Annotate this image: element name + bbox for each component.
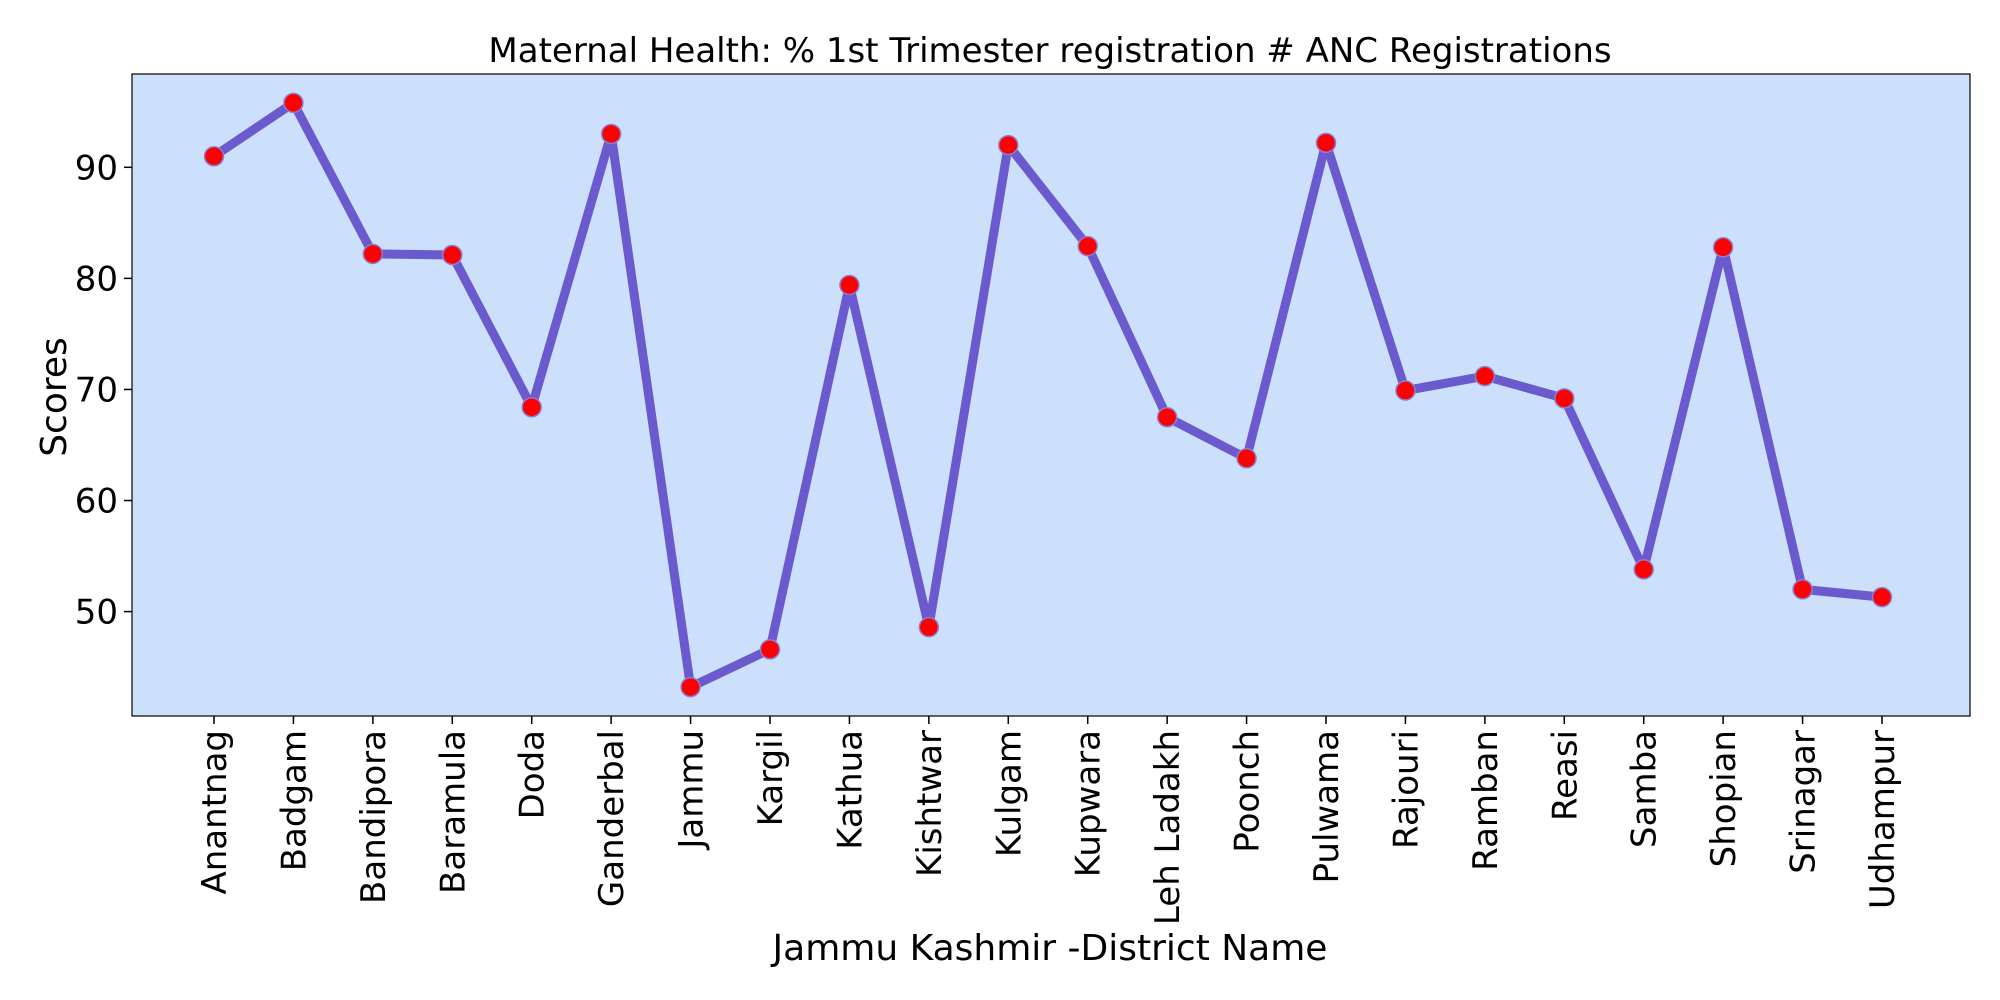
data-point xyxy=(1792,579,1813,600)
data-point xyxy=(1077,235,1098,257)
y-tick-label: 50 xyxy=(75,593,118,633)
x-axis-label: Jammu Kashmir -District Name xyxy=(771,928,1328,969)
x-tick-label: Udhampur xyxy=(1863,730,1903,909)
y-tick-label: 80 xyxy=(75,259,118,299)
series-line xyxy=(209,98,1887,692)
x-tick-label: Doda xyxy=(513,730,553,819)
data-point xyxy=(600,123,622,145)
data-point xyxy=(1871,586,1893,608)
data-point xyxy=(998,134,1019,156)
data-point xyxy=(1554,388,1575,409)
x-tick-label: Kishtwar xyxy=(910,730,950,877)
x-tick-label: Srinagar xyxy=(1784,730,1824,874)
x-tick-label: Samba xyxy=(1625,730,1665,848)
plot-area xyxy=(131,73,1971,717)
x-tick-label: Baramula xyxy=(433,730,473,894)
data-point xyxy=(839,274,860,296)
data-point xyxy=(1315,132,1337,154)
data-point xyxy=(203,145,225,167)
x-axis-ticks: Anantnag Badgam Bandipora Baramula Doda Gande… xyxy=(195,716,1903,925)
data-point xyxy=(759,639,781,660)
data-point xyxy=(1474,365,1496,387)
x-tick-label: Leh Ladakh xyxy=(1148,730,1188,925)
data-point xyxy=(442,244,463,266)
y-axis-label: Scores xyxy=(34,337,75,457)
data-point xyxy=(521,396,542,418)
y-tick-label: 70 xyxy=(75,370,118,410)
x-tick-label: Badgam xyxy=(274,730,314,871)
data-point xyxy=(1395,380,1416,401)
data-point xyxy=(1156,406,1178,428)
x-tick-label: Poonch xyxy=(1228,730,1268,853)
data-point xyxy=(283,92,304,114)
data-point xyxy=(1712,237,1734,258)
x-tick-label: Ganderbal xyxy=(592,730,632,907)
x-tick-label: Ramban xyxy=(1466,730,1506,871)
x-tick-label: Rajouri xyxy=(1386,730,1426,849)
series-group xyxy=(203,92,1893,698)
data-point xyxy=(1236,448,1257,469)
y-tick-label: 60 xyxy=(75,482,118,522)
data-point xyxy=(918,616,940,638)
data-point xyxy=(1633,559,1654,580)
data-point xyxy=(362,243,384,265)
x-tick-label: Kupwara xyxy=(1069,730,1109,877)
x-tick-label: Kargil xyxy=(751,730,791,826)
x-tick-label: Shopian xyxy=(1704,730,1744,867)
data-point xyxy=(680,676,701,698)
y-tick-label: 90 xyxy=(75,148,118,188)
x-tick-label: Jammu xyxy=(672,730,712,851)
x-tick-label: Anantnag xyxy=(195,730,235,895)
x-tick-label: Kathua xyxy=(830,730,870,850)
x-tick-label: Kulgam xyxy=(989,730,1029,857)
y-axis-ticks: 50 60 70 80 90 xyxy=(75,148,132,633)
x-tick-label: Reasi xyxy=(1545,730,1585,821)
chart-title: Maternal Health: % 1st Trimester registr… xyxy=(488,31,1611,71)
x-tick-label: Bandipora xyxy=(354,730,394,904)
x-tick-label: Pulwama xyxy=(1307,730,1347,884)
